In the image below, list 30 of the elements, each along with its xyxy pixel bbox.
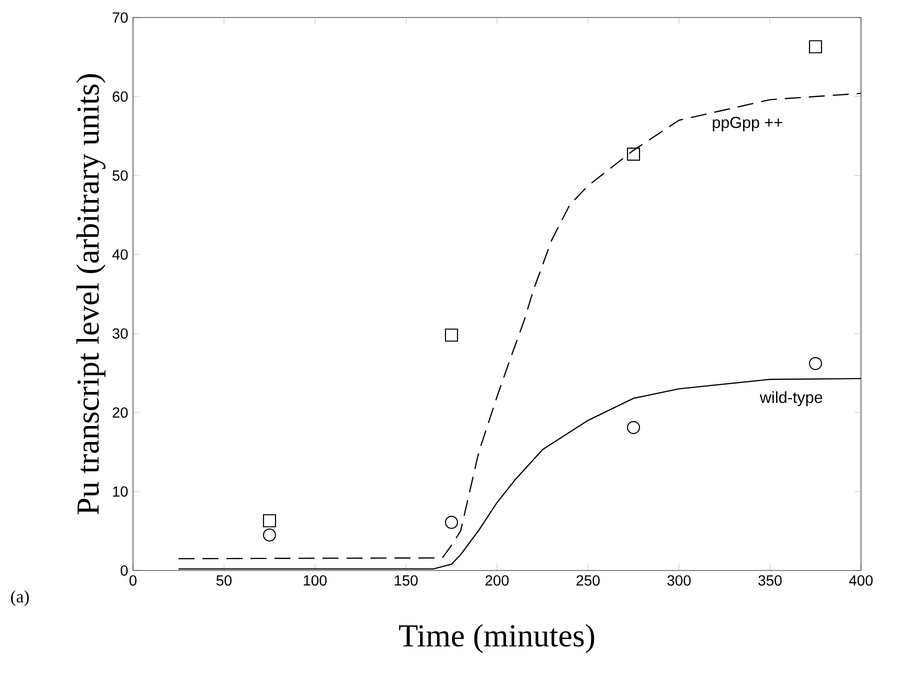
- text: (a): [11, 590, 29, 606]
- x-tick-label: 350: [758, 575, 782, 586]
- series-label: wild-type: [760, 391, 822, 406]
- x-tick-label: 0: [129, 575, 136, 586]
- y-tick-label: 40: [112, 249, 128, 260]
- x-tick-label: 400: [849, 575, 873, 586]
- point: [444, 516, 458, 529]
- y-tick-label: 50: [112, 170, 128, 181]
- x-tick-label: 200: [486, 575, 509, 586]
- x-axis-title: Time (minutes): [399, 624, 594, 654]
- point: [626, 421, 640, 434]
- point: [262, 528, 276, 542]
- y-tick-label: 20: [112, 407, 128, 418]
- x-tick-label: 300: [667, 575, 691, 586]
- point: [808, 40, 822, 54]
- y-tick-label: 10: [113, 486, 128, 497]
- point: [262, 514, 276, 528]
- y-tick-label: 60: [112, 91, 128, 102]
- y-axis-title: Pu transcript level (arbitrary units): [76, 74, 106, 514]
- point: [626, 148, 640, 161]
- x-tick-label: 150: [394, 575, 418, 586]
- x-tick-label: 100: [304, 575, 327, 586]
- y-tick-label: 0: [120, 565, 128, 576]
- point: [444, 328, 458, 342]
- point: [808, 357, 822, 370]
- series-label: ppGpp ++: [712, 116, 782, 132]
- x-tick-label: 250: [576, 575, 600, 586]
- y-tick-label: 70: [112, 12, 128, 23]
- x-tick-label: 50: [216, 575, 232, 586]
- y-tick-label: 30: [112, 328, 128, 339]
